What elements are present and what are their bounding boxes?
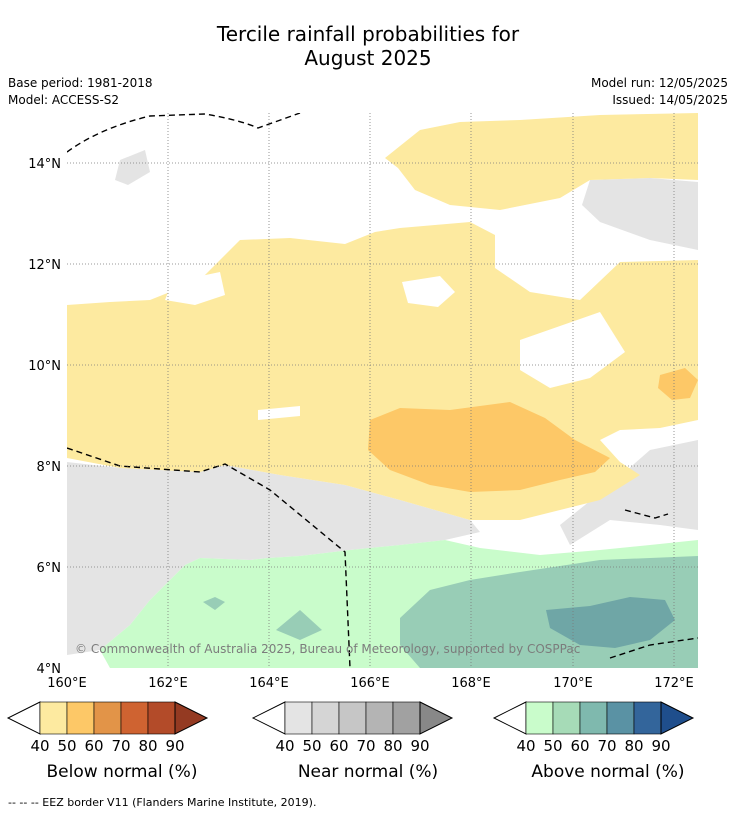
chart-title-line1: Tercile rainfall probabilities for [216, 22, 520, 46]
colorbar-above-tick: 60 [570, 737, 589, 755]
chart-title-line2: August 2025 [304, 46, 432, 70]
colorbar-near-swatch [392, 701, 421, 735]
near-normal-region-north-east [582, 178, 698, 250]
colorbar-near-swatch [365, 701, 394, 735]
colorbar-above-tick: 70 [597, 737, 616, 755]
near-normal-region-south-east [560, 440, 698, 545]
colorbar-label-above: Above normal (%) [531, 762, 685, 782]
near-normal-region-north-west [115, 150, 150, 185]
issued-date: Issued: 14/05/2025 [612, 93, 728, 107]
eez-border-north [67, 113, 301, 153]
normal-hole-west [165, 272, 225, 305]
base-period: Base period: 1981-2018 [8, 76, 153, 90]
below-normal-region-50-east [658, 368, 698, 400]
lon-label-170: 170°E [553, 676, 593, 691]
colorbar-above-tick: 90 [651, 737, 670, 755]
model-run: Model run: 12/05/2025 [590, 76, 728, 90]
colorbar-label-near: Near normal (%) [297, 762, 439, 782]
colorbar-near-swatch [284, 701, 313, 735]
colorbar-below-swatch [120, 701, 149, 735]
eez-footnote: -- -- -- EEZ border V11 (Flanders Marine… [8, 796, 317, 809]
lon-label-164: 164°E [249, 676, 289, 691]
colorbar-above-swatch [606, 701, 635, 735]
lat-label-8: 8°N [37, 460, 62, 475]
colorbar-below-high-extend [174, 701, 209, 735]
colorbar-above-low-extend [492, 701, 527, 735]
colorbar-below-swatch [66, 701, 95, 735]
lon-label-172: 172°E [654, 676, 694, 691]
near-normal-region-south-west [67, 462, 480, 655]
colorbar-above-tick: 80 [624, 737, 643, 755]
colorbar-near-tick: 90 [410, 737, 429, 755]
colorbar-above-normal: 40 50 60 70 80 90 [492, 701, 695, 755]
colorbar-near-swatch [338, 701, 367, 735]
colorbar-above-tick: 40 [516, 737, 535, 755]
eez-border-south-east [609, 637, 698, 659]
lat-label-6: 6°N [37, 561, 62, 576]
lon-label-160: 160°E [47, 676, 87, 691]
lat-label-10: 10°N [28, 359, 61, 374]
colorbar-above-high-extend [660, 701, 695, 735]
colorbar-below-tick: 60 [84, 737, 103, 755]
eez-border-east-fragment [624, 509, 669, 519]
colorbar-near-swatch [311, 701, 340, 735]
colorbar-near-tick: 50 [302, 737, 321, 755]
colorbar-below-tick: 40 [30, 737, 49, 755]
below-normal-region-50 [368, 402, 610, 492]
colorbar-above-swatch [552, 701, 581, 735]
colorbar-below-low-extend [6, 701, 41, 735]
lat-label-14: 14°N [28, 157, 61, 172]
above-normal-region-60 [546, 597, 675, 648]
normal-hole-east [520, 312, 625, 388]
lat-label-4: 4°N [37, 662, 62, 677]
colorbar-near-normal: 40 50 60 70 80 90 [251, 701, 454, 755]
colorbar-above-tick: 50 [543, 737, 562, 755]
colorbar-below-normal: 40 50 60 70 80 90 [6, 701, 209, 755]
colorbar-near-low-extend [251, 701, 286, 735]
colorbar-below-tick: 80 [138, 737, 157, 755]
copyright-notice: © Commonwealth of Australia 2025, Bureau… [75, 642, 580, 656]
colorbar-below-tick: 70 [111, 737, 130, 755]
below-normal-region-north [385, 113, 698, 210]
colorbar-near-tick: 80 [383, 737, 402, 755]
colorbar-below-tick: 90 [165, 737, 184, 755]
colorbar-below-swatch [93, 701, 122, 735]
normal-hole-sliver [258, 406, 300, 420]
colorbar-above-swatch [579, 701, 608, 735]
colorbar-near-tick: 40 [275, 737, 294, 755]
colorbar-below-tick: 50 [57, 737, 76, 755]
colorbar-near-high-extend [419, 701, 454, 735]
colorbar-label-below: Below normal (%) [46, 762, 198, 782]
colorbar-above-swatch [525, 701, 554, 735]
colorbar-below-swatch [39, 701, 68, 735]
colorbar-above-swatch [633, 701, 662, 735]
colorbar-near-tick: 70 [356, 737, 375, 755]
above-normal-region-50-west [276, 610, 322, 640]
model-name: Model: ACCESS-S2 [8, 93, 120, 107]
colorbar-near-tick: 60 [329, 737, 348, 755]
lat-label-12: 12°N [28, 258, 61, 273]
lon-label-162: 162°E [148, 676, 188, 691]
lon-label-166: 166°E [350, 676, 390, 691]
above-normal-region-50-dot [203, 597, 225, 610]
normal-hole-center [402, 276, 455, 307]
lon-label-168: 168°E [451, 676, 491, 691]
colorbar-below-swatch [147, 701, 176, 735]
eez-border-central [67, 447, 351, 668]
